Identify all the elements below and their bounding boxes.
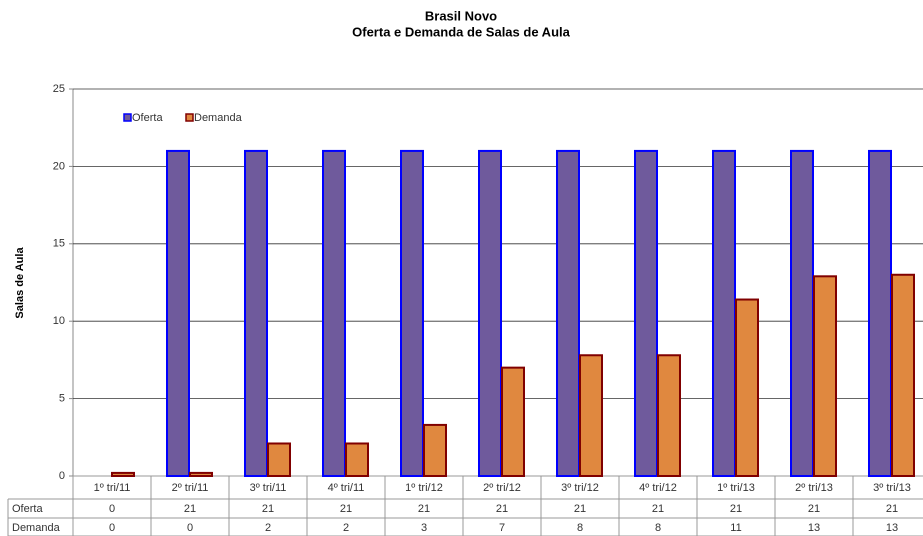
bar	[657, 354, 681, 478]
table-cell: 21	[808, 503, 820, 515]
x-tick-label: 1º tri/12	[405, 482, 443, 494]
table-cell: 2	[265, 522, 271, 534]
y-tick-label: 25	[53, 83, 65, 95]
table-cell: 0	[109, 503, 115, 515]
x-tick-label: 1º tri/13	[717, 482, 755, 494]
table-cell: 13	[886, 522, 898, 534]
table-row-header: Oferta	[12, 503, 43, 515]
table-cell: 21	[340, 503, 352, 515]
bar	[868, 149, 892, 477]
y-tick-label: 0	[59, 470, 65, 482]
table-cell: 13	[808, 522, 820, 534]
x-tick-label: 3º tri/12	[561, 482, 599, 494]
legend-swatch	[123, 113, 132, 122]
table-cell: 21	[730, 503, 742, 515]
table-row-header: Demanda	[12, 522, 61, 534]
bar	[556, 149, 580, 477]
table-cell: 3	[421, 522, 427, 534]
bar	[478, 149, 502, 477]
table-cell: 21	[652, 503, 664, 515]
y-axis-title: Salas de Aula	[14, 247, 26, 319]
bar	[501, 366, 525, 478]
bar	[400, 149, 424, 477]
table-cell: 8	[655, 522, 661, 534]
bar	[166, 149, 190, 477]
table-cell: 21	[574, 503, 586, 515]
x-tick-label: 2º tri/12	[483, 482, 521, 494]
bar	[790, 149, 814, 477]
y-tick-label: 20	[53, 160, 65, 172]
bar	[189, 471, 213, 477]
x-tick-label: 3º tri/13	[873, 482, 911, 494]
chart-subtitle: Oferta e Demanda de Salas de Aula	[352, 24, 570, 39]
y-tick-label: 15	[53, 238, 65, 250]
table-cell: 7	[499, 522, 505, 534]
x-tick-label: 3º tri/11	[250, 482, 287, 494]
table-cell: 11	[730, 522, 741, 534]
x-tick-label: 4º tri/12	[639, 482, 677, 494]
bar	[267, 442, 291, 478]
table-cell: 0	[187, 522, 193, 534]
bar	[579, 354, 603, 478]
table-cell: 21	[184, 503, 196, 515]
bar	[322, 149, 346, 477]
bar	[634, 149, 658, 477]
table-cell: 21	[262, 503, 274, 515]
bar	[735, 298, 759, 478]
legend-label: Oferta	[132, 112, 163, 124]
table-cell: 0	[109, 522, 115, 534]
x-tick-label: 4º tri/11	[328, 482, 365, 494]
x-tick-label: 2º tri/13	[795, 482, 833, 494]
y-tick-label: 5	[59, 393, 65, 405]
chart-title: Brasil Novo	[425, 8, 497, 23]
y-tick-label: 10	[53, 315, 65, 327]
bar	[345, 442, 369, 478]
bar	[111, 471, 135, 477]
bar	[813, 275, 837, 478]
table-cell: 21	[496, 503, 508, 515]
bar	[891, 273, 915, 478]
bar	[423, 423, 447, 477]
x-tick-label: 1º tri/11	[94, 482, 131, 494]
table-cell: 8	[577, 522, 583, 534]
legend-label: Demanda	[194, 112, 243, 124]
x-tick-label: 2º tri/11	[172, 482, 209, 494]
bar	[712, 149, 736, 477]
table-cell: 21	[886, 503, 898, 515]
bar	[244, 149, 268, 477]
table-cell: 21	[418, 503, 430, 515]
legend-swatch	[185, 113, 194, 122]
table-cell: 2	[343, 522, 349, 534]
